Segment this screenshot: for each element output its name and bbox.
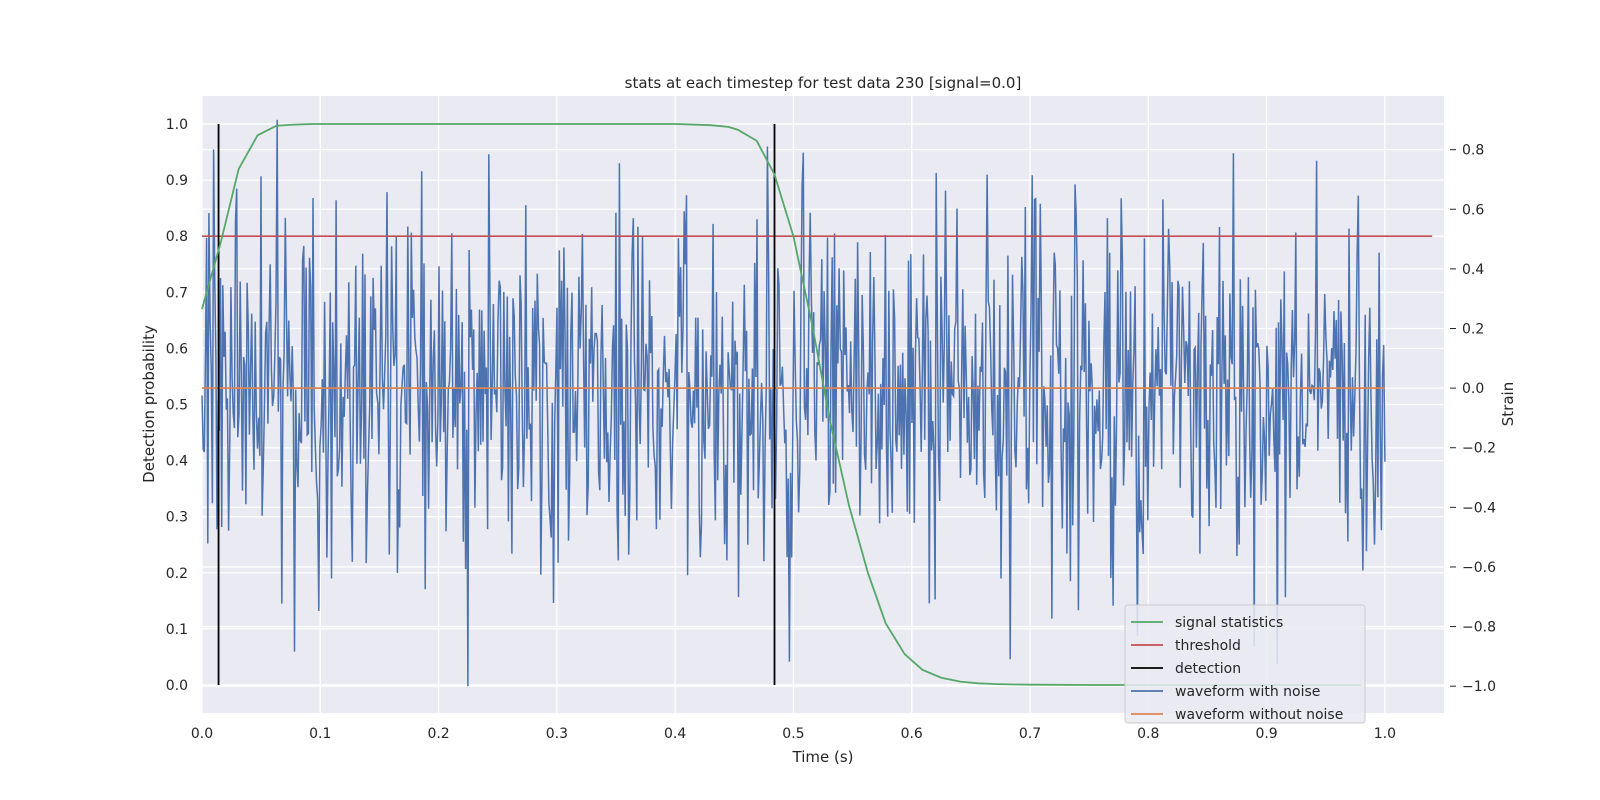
y-tick-label: 0.2	[166, 566, 188, 582]
x-tick-label: 0.8	[1137, 726, 1159, 742]
axes: 0.0 0.1 0.2 0.3 0.4 0.5 0.6 0.7 0.8 0.9 1.0 0.0 0.1 0…	[166, 117, 1496, 742]
waveform-with-noise-line	[201, 119, 1386, 687]
x-tick-label: 0.6	[901, 726, 923, 742]
y-tick-label: 0.7	[166, 285, 188, 301]
y-right-tick-label: 0.6	[1462, 202, 1484, 218]
legend: signal statistics threshold detection wavef…	[1124, 604, 1366, 724]
x-tick-label: 0.7	[1019, 726, 1041, 742]
y-tick-label: 0.8	[166, 229, 188, 245]
y-right-axis-label: Strain	[1499, 382, 1517, 426]
legend-label: waveform with noise	[1175, 684, 1320, 700]
y-right-tick-label: 0.8	[1462, 143, 1484, 159]
y-right-tick-label: −0.4	[1462, 500, 1496, 516]
x-tick-label: 0.0	[191, 726, 213, 742]
x-tick-label: 0.9	[1255, 726, 1277, 742]
x-tick-label: 0.2	[427, 726, 449, 742]
x-tick-label: 1.0	[1374, 726, 1396, 742]
y-tick-label: 0.4	[166, 454, 188, 470]
y-right-tick-label: 0.4	[1462, 262, 1484, 278]
legend-label: waveform without noise	[1175, 707, 1343, 723]
legend-label: threshold	[1175, 638, 1241, 654]
x-tick-label: 0.1	[309, 726, 331, 742]
y-right-tick-label: 0.0	[1462, 381, 1484, 397]
y-axis-label: Detection probability	[140, 325, 158, 483]
legend-label: detection	[1175, 661, 1241, 677]
x-axis-label: Time (s)	[792, 748, 854, 766]
x-tick-label: 0.5	[782, 726, 804, 742]
chart-title: stats at each timestep for test data 230…	[625, 74, 1022, 92]
chart-marks	[201, 119, 1433, 687]
y-tick-label: 0.5	[166, 398, 188, 414]
y-right-tick-label: 0.2	[1462, 321, 1484, 337]
y-tick-label: 0.9	[166, 173, 188, 189]
legend-label: signal statistics	[1175, 615, 1283, 631]
y-tick-label: 0.1	[166, 622, 188, 638]
y-tick-label: 0.3	[166, 510, 188, 526]
y-tick-label: 0.0	[166, 678, 188, 694]
y-tick-label: 0.6	[166, 341, 188, 357]
legend-box	[1124, 604, 1366, 724]
x-tick-label: 0.3	[546, 726, 568, 742]
signal-statistics-line	[201, 123, 1362, 686]
y-right-tick-label: −0.8	[1462, 620, 1496, 636]
y-right-tick-label: −0.2	[1462, 441, 1496, 457]
y-right-tick-label: −0.6	[1462, 560, 1496, 576]
y-tick-label: 1.0	[166, 117, 188, 133]
x-tick-label: 0.4	[664, 726, 686, 742]
y-right-tick-label: −1.0	[1462, 679, 1496, 695]
